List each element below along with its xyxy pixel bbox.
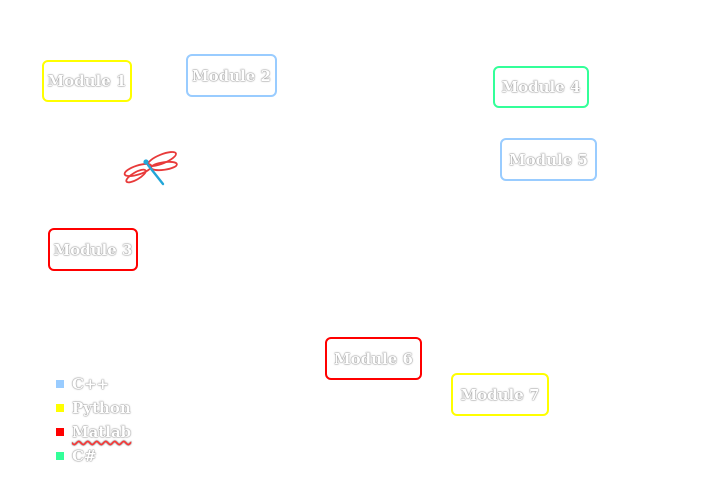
legend-item-python: Python: [56, 396, 166, 420]
legend-item-cpp: C++: [56, 372, 166, 396]
module-4-node[interactable]: Module 4: [493, 66, 589, 108]
module-6-node[interactable]: Module 6: [325, 337, 422, 380]
legend-label: C#: [72, 447, 97, 465]
legend-item-matlab: Matlab: [56, 420, 166, 444]
module-1-node[interactable]: Module 1: [42, 60, 132, 102]
legend-label: C++: [72, 375, 110, 393]
dragonfly-body: [143, 159, 165, 186]
legend-label: Matlab: [72, 423, 132, 441]
legend-swatch: [56, 428, 64, 436]
module-7-node[interactable]: Module 7: [451, 373, 549, 416]
module-2-node[interactable]: Module 2: [186, 54, 277, 97]
dragonfly-icon: [123, 151, 178, 186]
module-3-node[interactable]: Module 3: [48, 228, 138, 271]
legend-label: Python: [72, 399, 131, 417]
legend-swatch: [56, 380, 64, 388]
legend-swatch: [56, 452, 64, 460]
module-5-node[interactable]: Module 5: [500, 138, 597, 181]
legend: C++ Python Matlab C#: [56, 372, 166, 468]
legend-item-csharp: C#: [56, 444, 166, 468]
legend-swatch: [56, 404, 64, 412]
